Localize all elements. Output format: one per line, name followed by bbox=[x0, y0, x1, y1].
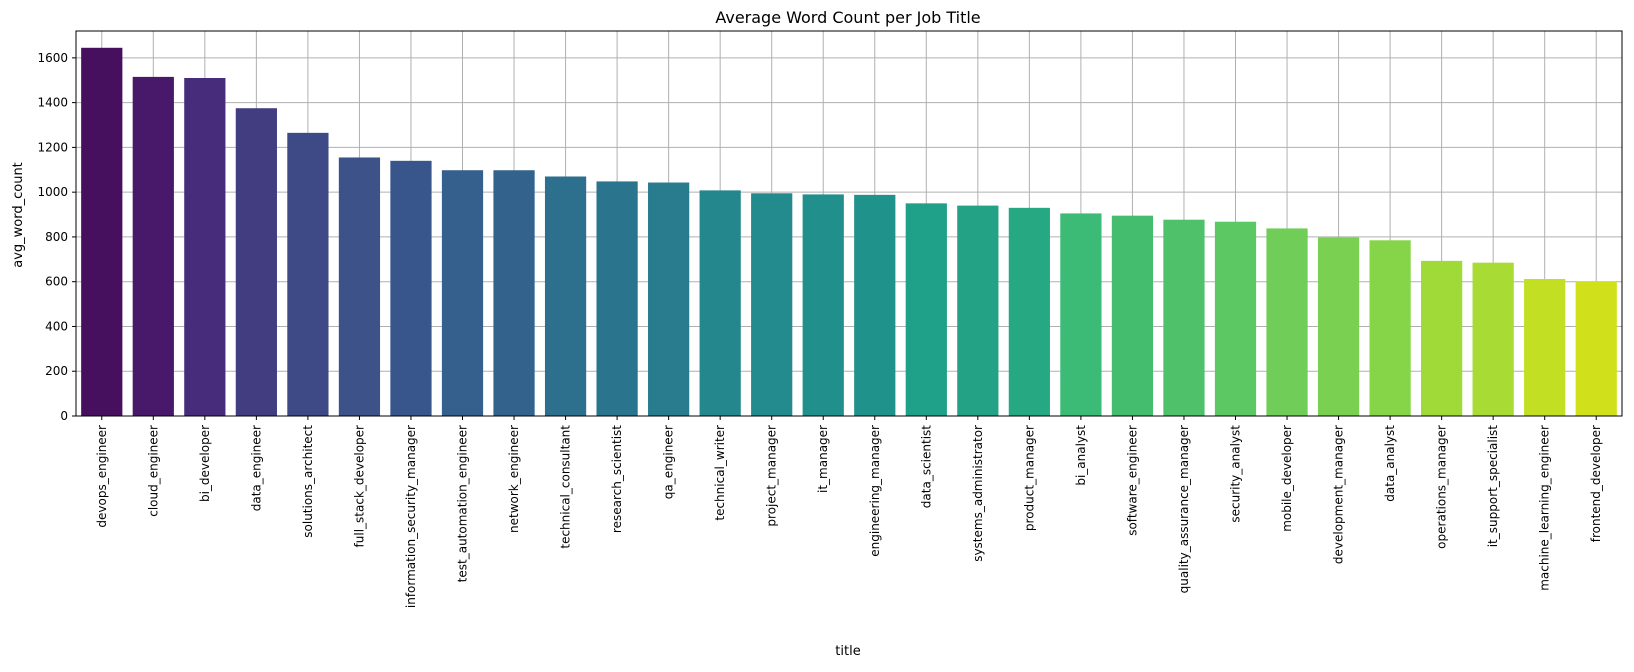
x-tick-label: technical_consultant bbox=[559, 425, 573, 549]
bar-devops-engineer bbox=[81, 47, 123, 417]
bar-development-manager bbox=[1317, 237, 1360, 416]
x-tick-label: bi_developer bbox=[198, 425, 212, 502]
bar-technical-writer bbox=[699, 190, 741, 416]
bar-bi-developer bbox=[184, 78, 226, 417]
x-tick-label: development_manager bbox=[1332, 425, 1346, 564]
y-tick-label: 200 bbox=[45, 364, 68, 378]
x-tick-label: full_stack_developer bbox=[352, 425, 366, 548]
x-tick-label: mobile_developer bbox=[1280, 425, 1294, 532]
bar-data-scientist bbox=[905, 203, 947, 416]
x-tick-label: product_manager bbox=[1022, 425, 1036, 531]
x-tick-label: network_engineer bbox=[507, 425, 521, 533]
bar-solutions-architect bbox=[287, 132, 329, 416]
bar-information-security-manager bbox=[390, 160, 432, 416]
x-tick-label: it_manager bbox=[816, 425, 830, 493]
x-axis-label: title bbox=[835, 644, 860, 659]
y-tick-label: 600 bbox=[45, 275, 68, 289]
bar-data-analyst bbox=[1369, 240, 1411, 416]
x-tick-label: frontend_developer bbox=[1589, 425, 1603, 542]
bar-systems-administrator bbox=[957, 205, 999, 416]
bar-engineering-manager bbox=[854, 194, 896, 416]
y-tick-label: 1400 bbox=[37, 96, 68, 110]
x-tick-label: cloud_engineer bbox=[146, 425, 160, 517]
x-tick-label: data_scientist bbox=[919, 425, 933, 508]
bar-bi-analyst bbox=[1060, 213, 1102, 416]
bars bbox=[81, 47, 1617, 417]
bar-network-engineer bbox=[493, 170, 535, 416]
plot-frame bbox=[75, 30, 1623, 417]
x-tick-label: devops_engineer bbox=[95, 425, 109, 528]
x-tick-label: security_analyst bbox=[1229, 425, 1243, 523]
x-tick-label: solutions_architect bbox=[301, 425, 315, 538]
bar-data-engineer bbox=[235, 108, 277, 416]
x-tick-label: test_automation_engineer bbox=[456, 425, 470, 582]
x-tick-label: machine_learning_engineer bbox=[1538, 425, 1552, 591]
bar-project-manager bbox=[751, 193, 793, 416]
bar-quality-assurance-manager bbox=[1163, 219, 1205, 416]
bar-software-engineer bbox=[1111, 215, 1154, 416]
x-tick-label: quality_assurance_manager bbox=[1177, 425, 1191, 593]
x-tick-label: software_engineer bbox=[1125, 425, 1139, 536]
y-tick-label: 1200 bbox=[37, 140, 68, 154]
x-tick-label: engineering_manager bbox=[868, 425, 882, 557]
y-tick-label: 1000 bbox=[37, 185, 68, 199]
bar-it-support-specialist bbox=[1472, 262, 1514, 416]
bar-technical-consultant bbox=[544, 176, 587, 416]
bar-product-manager bbox=[1008, 207, 1050, 416]
x-tick-label: bi_analyst bbox=[1074, 425, 1088, 486]
x-tick-label: information_security_manager bbox=[404, 425, 418, 608]
x-tick-label: systems_administrator bbox=[971, 425, 985, 562]
y-tick-label: 800 bbox=[45, 230, 68, 244]
x-tick-label: operations_manager bbox=[1435, 425, 1449, 549]
y-tick-label: 0 bbox=[60, 409, 68, 423]
y-axis-label: avg_word_count bbox=[11, 162, 26, 268]
chart-title: Average Word Count per Job Title bbox=[715, 8, 980, 27]
bar-frontend-developer bbox=[1575, 281, 1617, 416]
bar-research-scientist bbox=[596, 181, 638, 416]
x-tick-label: research_scientist bbox=[610, 425, 624, 533]
x-tick-label: data_engineer bbox=[249, 425, 263, 511]
bar-security-analyst bbox=[1214, 221, 1257, 416]
y-tick-label: 400 bbox=[45, 319, 68, 333]
x-tick-label: technical_writer bbox=[713, 425, 727, 521]
bar-operations-manager bbox=[1421, 260, 1463, 416]
bar-it-manager bbox=[802, 194, 844, 416]
x-tick-label: qa_engineer bbox=[662, 425, 676, 499]
x-tick-label: data_analyst bbox=[1383, 425, 1397, 502]
x-tick-label: it_support_specialist bbox=[1486, 425, 1500, 548]
axes: 0 200 400 600 800 1000 1200 1400 1600 devops_engi… bbox=[37, 30, 1623, 608]
bar-machine-learning-engineer bbox=[1524, 279, 1566, 416]
bar-mobile-developer bbox=[1266, 228, 1308, 416]
bar-full-stack-developer bbox=[338, 157, 381, 416]
bar-qa-engineer bbox=[648, 182, 690, 416]
y-tick-label: 1600 bbox=[37, 51, 68, 65]
bar-test-automation-engineer bbox=[441, 170, 484, 416]
bar-cloud-engineer bbox=[132, 76, 174, 416]
x-tick-label: project_manager bbox=[765, 425, 779, 527]
